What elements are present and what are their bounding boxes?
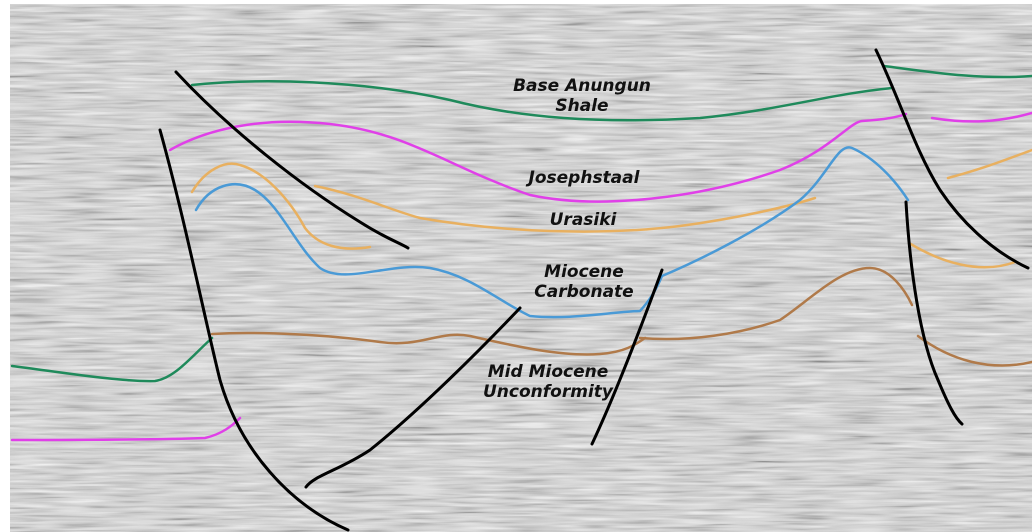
label-mid-miocene-line2: Unconformity [483, 382, 614, 402]
label-base-anungun-line1: Base Anungun [513, 76, 651, 96]
label-urasiki: Urasiki [550, 210, 618, 230]
fault-lines [158, 48, 1030, 532]
label-mid-miocene-line1: Mid Miocene [488, 362, 609, 382]
label-miocene-carbonate-line2: Carbonate [534, 282, 633, 302]
label-josephstaal: Josephstaal [526, 168, 641, 188]
fault-shallow-left [174, 70, 410, 250]
fault-right-dipping [874, 48, 1030, 270]
horizon-labels: Base Anungun Shale Josephstaal Urasiki M… [483, 76, 651, 402]
horizon-base-anungun-shale [10, 64, 1032, 383]
horizon-mid-miocene-unconformity [210, 266, 1032, 367]
fault-central-low [304, 306, 522, 489]
label-miocene-carbonate-line1: Miocene [544, 262, 624, 282]
horizon-miocene-carbonate [194, 146, 910, 319]
label-base-anungun-line2: Shale [555, 96, 608, 116]
horizon-urasiki [190, 148, 1032, 269]
fault-right-vertical [904, 200, 964, 426]
fault-left-listric [158, 128, 350, 532]
horizon-josephstaal [10, 111, 1032, 442]
fault-central [590, 268, 664, 446]
